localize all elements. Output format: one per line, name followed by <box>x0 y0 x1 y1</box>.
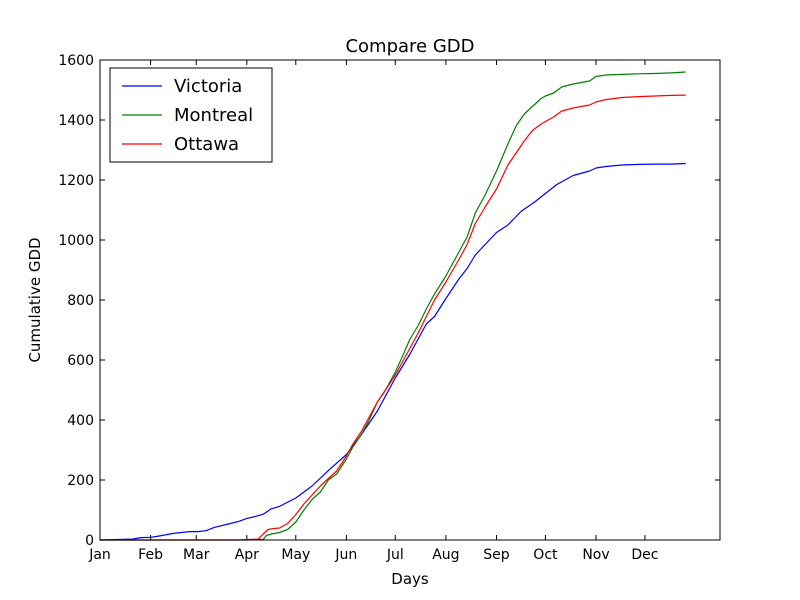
y-tick-label: 1400 <box>58 113 94 129</box>
chart-title: Compare GDD <box>345 36 474 57</box>
y-tick-label: 1600 <box>58 53 94 69</box>
series-line-montreal <box>100 71 686 541</box>
plot-frame <box>99 59 721 541</box>
x-axis-label: Days <box>391 570 429 588</box>
y-tick-label: 0 <box>85 533 94 549</box>
y-tick-label: 200 <box>67 473 94 489</box>
series-lines <box>99 71 686 541</box>
x-tick-label-mar: Mar <box>183 547 210 563</box>
series-line-victoria <box>99 162 686 541</box>
x-tick-label-nov: Nov <box>582 547 609 563</box>
y-tick-label: 600 <box>67 353 94 369</box>
legend-label-ottawa: Ottawa <box>174 134 239 155</box>
legend-label-montreal: Montreal <box>174 105 253 126</box>
x-axis-ticks: Jan Feb Mar Apr May Jun Jul Aug Sep Oct Nov Dec <box>88 60 658 563</box>
x-tick-label-dec: Dec <box>631 547 658 563</box>
series-line-ottawa <box>100 94 686 541</box>
x-tick-label-may: May <box>281 547 310 563</box>
x-tick-label-feb: Feb <box>138 547 163 563</box>
y-tick-label: 1200 <box>58 173 94 189</box>
legend-label-victoria: Victoria <box>174 76 242 97</box>
y-tick-label: 800 <box>67 293 94 309</box>
x-tick-label-jul: Jul <box>386 547 404 563</box>
y-axis-label: Cumulative GDD <box>26 237 44 362</box>
x-tick-label-apr: Apr <box>235 547 259 563</box>
x-tick-label-jun: Jun <box>334 547 357 563</box>
legend: Victoria Montreal Ottawa <box>109 67 273 163</box>
y-axis-ticks: 0 200 400 600 800 1000 1200 1400 1600 <box>58 53 720 549</box>
y-tick-label: 400 <box>67 413 94 429</box>
x-tick-label-sep: Sep <box>483 547 510 563</box>
x-tick-label-aug: Aug <box>432 547 459 563</box>
x-tick-label-jan: Jan <box>88 547 111 563</box>
y-tick-label: 1000 <box>58 233 94 249</box>
x-tick-label-oct: Oct <box>533 547 558 563</box>
